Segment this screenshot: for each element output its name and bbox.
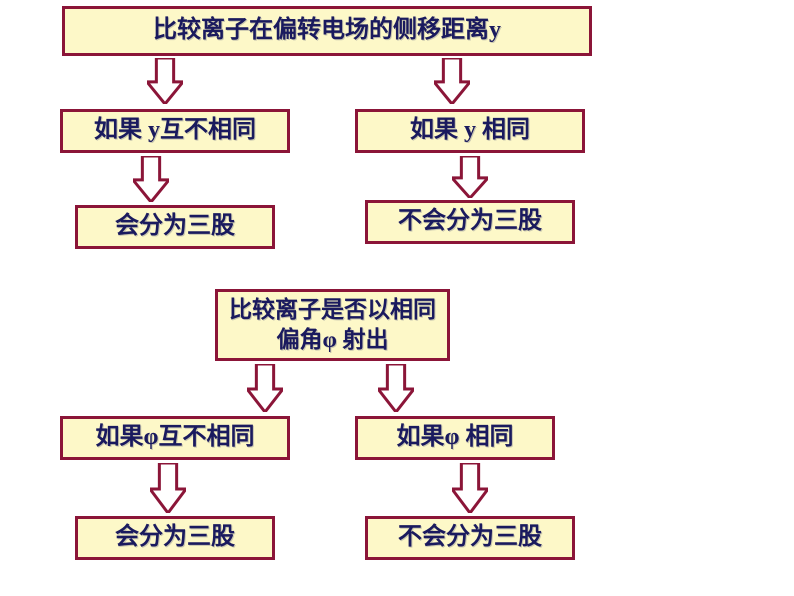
box-right1-label: 如果 y 相同: [410, 115, 530, 146]
box-left1: 如果 y互不相同: [60, 109, 290, 153]
box-left2: 会分为三股: [75, 205, 275, 249]
box-mid: 比较离子是否以相同偏角φ 射出: [215, 289, 450, 361]
box-right4: 不会分为三股: [365, 516, 575, 560]
down-arrow-icon: [434, 58, 470, 104]
box-mid-label: 比较离子是否以相同偏角φ 射出: [218, 295, 447, 355]
box-left4: 会分为三股: [75, 516, 275, 560]
down-arrow-icon: [452, 463, 488, 513]
down-arrow-icon: [247, 364, 283, 412]
box-left1-label: 如果 y互不相同: [94, 115, 256, 146]
down-arrow-icon: [133, 156, 169, 202]
down-arrow-icon: [150, 463, 186, 513]
down-arrow-icon: [452, 156, 488, 198]
box-right4-label: 不会分为三股: [398, 522, 542, 553]
box-right3-label: 如果φ 相同: [397, 422, 514, 453]
box-top: 比较离子在偏转电场的侧移距离y: [62, 6, 592, 56]
box-left4-label: 会分为三股: [115, 522, 235, 553]
box-top-label: 比较离子在偏转电场的侧移距离y: [153, 15, 501, 46]
box-right2: 不会分为三股: [365, 200, 575, 244]
box-left3: 如果φ互不相同: [60, 416, 290, 460]
box-right1: 如果 y 相同: [355, 109, 585, 153]
down-arrow-icon: [147, 58, 183, 104]
box-left3-label: 如果φ互不相同: [96, 422, 255, 453]
box-right3: 如果φ 相同: [355, 416, 555, 460]
box-left2-label: 会分为三股: [115, 211, 235, 242]
box-right2-label: 不会分为三股: [398, 206, 542, 237]
down-arrow-icon: [378, 364, 414, 412]
